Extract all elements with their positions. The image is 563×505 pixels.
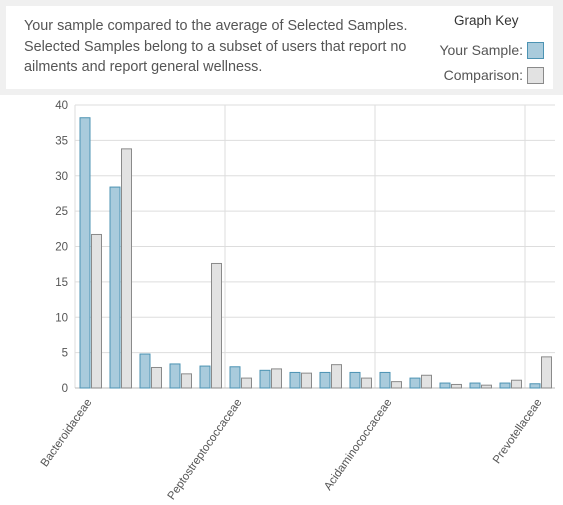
your-sample-key-label: Your Sample: bbox=[439, 42, 523, 58]
chart-description: Your sample compared to the average of S… bbox=[24, 18, 408, 75]
x-category-label: Bacteroidaceae bbox=[39, 397, 95, 469]
bar-your-sample bbox=[409, 377, 421, 389]
bar-your-sample bbox=[169, 363, 181, 389]
bar-chart: 0 5 10 15 20 25 30 35 40 Bacteroidaceae Peptostrep… bbox=[39, 100, 555, 502]
bar-your-sample bbox=[109, 186, 121, 389]
bar-comparison bbox=[241, 377, 252, 389]
bar-your-sample bbox=[439, 382, 451, 389]
bar-your-sample bbox=[79, 117, 91, 389]
graph-key-title: Graph Key bbox=[454, 13, 519, 28]
bar-comparison bbox=[271, 368, 282, 389]
bar-comparison bbox=[211, 262, 222, 389]
x-category-label: Acidaminococcaceae bbox=[322, 397, 394, 493]
bar-comparison bbox=[301, 372, 312, 389]
x-category-label: Prevotellaceae bbox=[491, 397, 544, 466]
x-category-label: Peptostreptococcaceae bbox=[166, 397, 245, 502]
bar-your-sample bbox=[289, 371, 301, 389]
bar-comparison bbox=[151, 366, 162, 389]
chart-area: 0 5 10 15 20 25 30 35 40 Bacteroidaceae Peptostrep… bbox=[0, 95, 563, 505]
y-tick-label: 20 bbox=[55, 242, 68, 254]
bar-your-sample bbox=[379, 371, 391, 389]
bar-your-sample bbox=[469, 382, 481, 389]
info-panel: Your sample compared to the average of S… bbox=[6, 6, 553, 89]
bar-comparison bbox=[421, 374, 432, 389]
bar-your-sample bbox=[499, 382, 511, 389]
bar-comparison bbox=[361, 377, 372, 389]
bar-comparison bbox=[391, 381, 402, 389]
y-tick-label: 0 bbox=[62, 383, 68, 395]
bar-your-sample bbox=[319, 371, 331, 389]
bar-your-sample bbox=[139, 353, 151, 389]
bar-comparison bbox=[541, 356, 552, 389]
comparison-swatch bbox=[527, 66, 544, 84]
graph-key-comparison: Comparison: bbox=[444, 64, 544, 86]
y-tick-label: 5 bbox=[62, 348, 68, 360]
y-tick-label: 15 bbox=[55, 277, 68, 289]
bar-your-sample bbox=[259, 369, 271, 389]
bar-your-sample bbox=[529, 383, 541, 389]
y-tick-label: 10 bbox=[55, 312, 68, 324]
bar-comparison bbox=[451, 383, 462, 389]
bar-comparison bbox=[331, 364, 342, 389]
bar-comparison bbox=[511, 379, 522, 389]
bar-comparison bbox=[121, 148, 132, 389]
bar-comparison bbox=[181, 373, 192, 389]
graph-key-your-sample: Your Sample: bbox=[439, 39, 544, 61]
comparison-key-label: Comparison: bbox=[443, 67, 523, 83]
bar-your-sample bbox=[229, 366, 241, 389]
bar-comparison bbox=[91, 233, 102, 389]
y-tick-label: 40 bbox=[55, 100, 68, 112]
y-tick-label: 25 bbox=[55, 206, 68, 218]
y-tick-label: 30 bbox=[55, 171, 68, 183]
bar-comparison bbox=[481, 384, 492, 389]
bar-your-sample bbox=[349, 371, 361, 389]
your-sample-swatch bbox=[527, 41, 544, 59]
y-tick-label: 35 bbox=[55, 135, 68, 147]
bar-your-sample bbox=[199, 365, 211, 389]
